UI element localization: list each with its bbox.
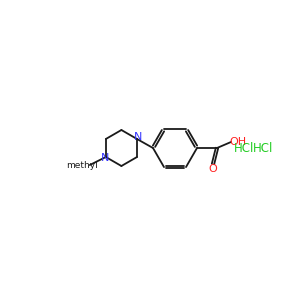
Text: methyl: methyl [66, 160, 98, 169]
Text: N: N [134, 133, 142, 142]
Text: N: N [100, 153, 109, 163]
Text: OH: OH [230, 137, 247, 147]
Text: HCl: HCl [234, 142, 254, 154]
Text: O: O [208, 164, 217, 174]
Text: HCl: HCl [253, 142, 273, 154]
